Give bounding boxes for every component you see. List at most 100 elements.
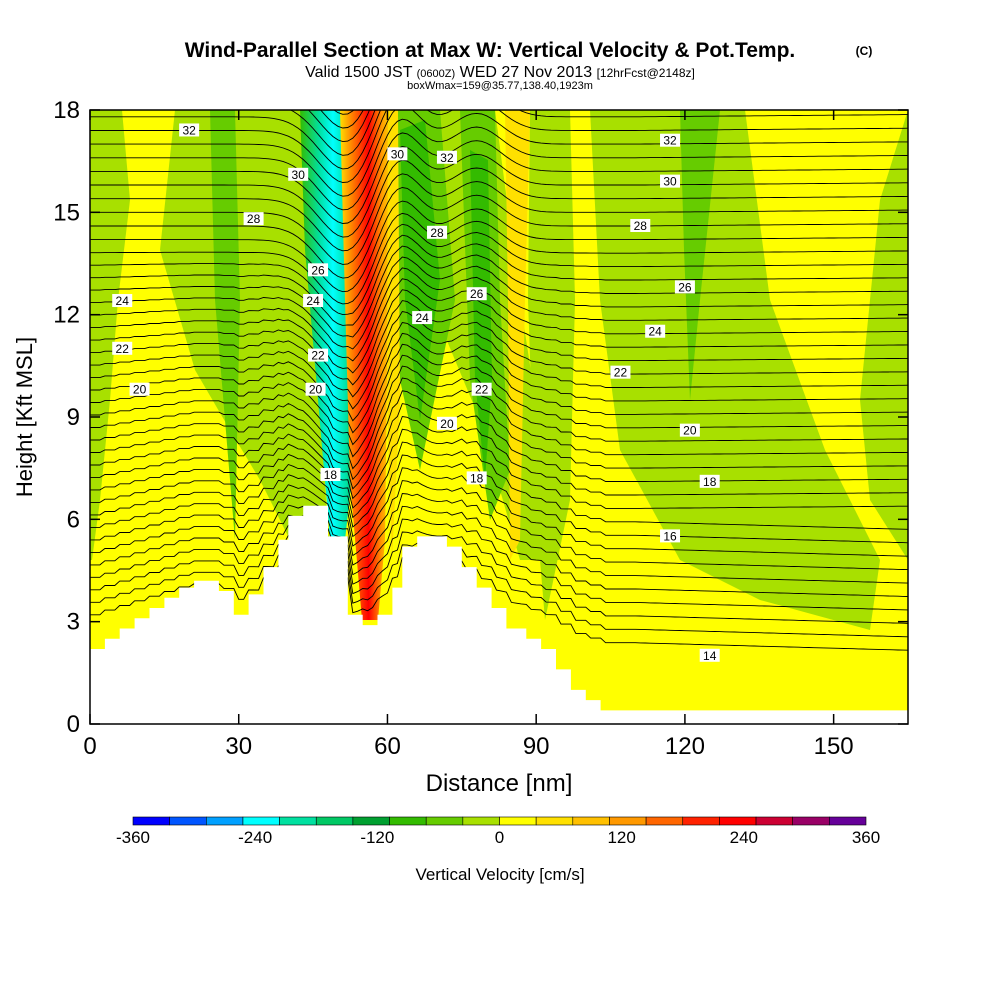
field-moderate-sink-d [680, 110, 720, 400]
colorbar: -360 -240 -120 0 120 240 360 [116, 816, 880, 847]
isentrope-line [90, 256, 908, 350]
subtitle-utc: (0600Z) [417, 68, 456, 80]
isentrope-label-box [320, 467, 341, 481]
isentrope-label: 24 [306, 294, 320, 308]
field-weak-sink-west [90, 110, 130, 560]
isentrope-line [90, 428, 908, 519]
chart-title-mark: (C) [856, 44, 873, 58]
isentrope-label-box [129, 382, 150, 396]
field-weak-sink-a [160, 110, 330, 560]
x-tick-label: 60 [374, 733, 401, 760]
isentrope-label: 24 [648, 325, 662, 339]
isentrope-line [90, 530, 908, 624]
isentrope-label: 18 [324, 468, 338, 482]
isentrope-label: 28 [634, 219, 648, 233]
isentrope-label: 26 [678, 280, 692, 294]
isentrope-label-box [660, 529, 681, 543]
terrain-profile [90, 505, 908, 724]
isentrope-label: 20 [683, 424, 697, 438]
y-tick-label: 9 [67, 404, 80, 431]
y-tick-label: 18 [53, 97, 80, 124]
isentrope-label: 14 [703, 649, 717, 663]
isentrope-line [90, 505, 908, 597]
x-tick-label: 90 [523, 733, 550, 760]
isentrope-label: 30 [663, 175, 677, 189]
isentrope-line [90, 159, 908, 252]
isentrope-line [90, 110, 908, 170]
isentrope-line [90, 542, 908, 638]
y-tick-label: 0 [67, 711, 80, 738]
y-tick-label: 3 [67, 609, 80, 636]
isentrope-line [90, 365, 908, 470]
isentrope-label-box [387, 147, 408, 161]
isentrope-line [90, 415, 908, 509]
isentrope-label: 32 [663, 134, 677, 148]
isentrope-label-box [305, 382, 326, 396]
isentrope-label-box [303, 294, 324, 308]
colorbar-swatch [572, 816, 610, 826]
field-weak-sink-d [590, 110, 880, 630]
isentrope-label: 28 [430, 226, 444, 240]
isentrope-label-box [466, 287, 487, 301]
x-tick-label: 120 [665, 733, 705, 760]
isentrope-label: 26 [470, 287, 484, 301]
x-tick-label: 30 [225, 733, 252, 760]
isentrope-line [90, 454, 908, 544]
isentrope-line [90, 553, 908, 651]
isentrope-label-box [471, 382, 492, 396]
colorbar-swatch [352, 816, 390, 826]
colorbar-swatch [499, 816, 537, 826]
isentrope-line [90, 289, 908, 386]
colorbar-swatch [315, 816, 354, 826]
vertical-velocity-field [90, 110, 908, 724]
isentrope-line [90, 223, 908, 316]
colorbar-tick-label: 120 [607, 828, 635, 847]
isentrope-line [90, 467, 908, 557]
isentrope-label: 22 [475, 383, 489, 397]
isentrope-label: 24 [116, 294, 130, 308]
colorbar-swatch [425, 816, 464, 826]
isentrope-label: 22 [614, 366, 628, 380]
y-tick-label: 15 [53, 199, 80, 226]
isentrope-line [90, 234, 908, 326]
x-tick-label: 150 [814, 733, 854, 760]
isentrope-label-box [308, 263, 329, 277]
field-weak-sink-east [860, 110, 908, 560]
chart-title: Wind-Parallel Section at Max W: Vertical… [185, 39, 796, 62]
isentrope-label-box [308, 348, 329, 362]
field-moderate-sink-a [210, 110, 240, 540]
isentrope-line [90, 146, 908, 238]
isentrope-line [90, 267, 908, 362]
isentrope-label: 18 [470, 471, 484, 485]
isentrope-label: 22 [311, 349, 325, 363]
isentrope-line [90, 441, 908, 530]
colorbar-tick-label: -240 [238, 828, 272, 847]
isentrope-line [90, 200, 908, 293]
isentrope-label-box [412, 311, 433, 325]
colorbar-swatch [719, 816, 757, 826]
isentrope-label-box [660, 133, 681, 147]
x-axis-label: Distance [nm] [426, 770, 573, 797]
isentrope-line [90, 403, 908, 500]
isentrope-label-box [288, 167, 309, 181]
isentrope-label-box [660, 174, 681, 188]
isentrope-label-box [610, 365, 631, 379]
isentrope-line [90, 278, 908, 374]
isentrope-label: 32 [440, 151, 454, 165]
isentrope-label-box [466, 471, 487, 485]
isentrope-line [90, 390, 908, 490]
axes: 0 30 60 90 120 150 0 3 6 9 12 15 18 [53, 97, 908, 760]
colorbar-swatch [206, 816, 244, 826]
field-strong-sink-a [400, 120, 440, 420]
chart-subtitle: Valid 1500 JST (0600Z) WED 27 Nov 2013 [… [305, 64, 695, 81]
isentrope-labels: 32 30 28 24 22 20 26 24 22 20 18 30 32 28 26 24 22 20 18 32… [112, 123, 720, 663]
isentrope-label-box [630, 218, 651, 232]
x-tick-label: 0 [83, 733, 96, 760]
isentrope-line [90, 118, 908, 211]
colorbar-swatch [279, 816, 317, 826]
isentrope-label-box [427, 225, 448, 239]
isentrope-label-box [436, 150, 457, 164]
colorbar-tick-label: 240 [730, 828, 758, 847]
isentrope-label: 32 [182, 123, 196, 137]
